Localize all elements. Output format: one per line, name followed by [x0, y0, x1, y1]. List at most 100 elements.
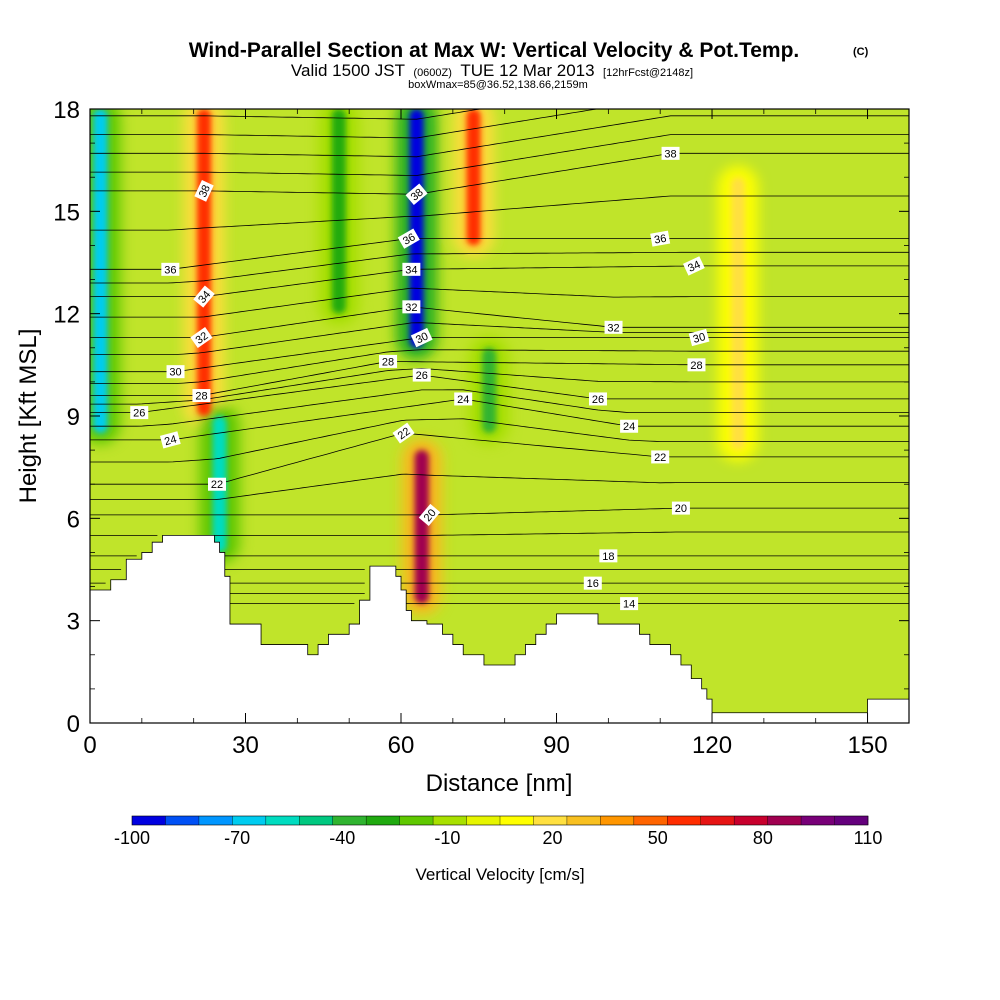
colorbar-swatch [566, 816, 601, 825]
isentrope-42 [90, 109, 483, 120]
isentrope-23 [90, 418, 909, 463]
isentrope-34 [90, 265, 909, 297]
colorbar-swatch [232, 816, 267, 825]
isentrope-35 [90, 251, 909, 284]
terrain [90, 534, 909, 723]
isentrope-36 [90, 238, 909, 270]
plot-area: 3836343230282624223836343230282624222038… [90, 109, 909, 723]
x-tick-label: 150 [848, 732, 888, 759]
contour-label: 34 [682, 256, 705, 276]
contour-label-text: 26 [133, 408, 145, 420]
valid-utc: (0600Z) [413, 67, 452, 79]
contour-label-text: 34 [405, 264, 417, 276]
contour-label-text: 28 [690, 360, 702, 372]
valid-time: Valid 1500 JST [291, 61, 405, 80]
isentrope-40 [90, 115, 909, 158]
isentrope-28 [90, 361, 909, 396]
contour-label: 30 [166, 365, 185, 379]
colorbar-swatch [466, 816, 501, 825]
isentrope-27 [90, 367, 909, 405]
isentrope-39 [90, 134, 909, 176]
colorbar-tick-label: -10 [434, 828, 460, 848]
velocity-feature-0-band-0 [93, 109, 108, 434]
contour-label-text: 22 [654, 452, 666, 464]
x-tick-label: 90 [543, 732, 570, 759]
contour-label-text: 22 [211, 479, 223, 491]
chart-title: Wind-Parallel Section at Max W: Vertical… [189, 39, 800, 62]
velocity-feature-3-band-0 [331, 109, 346, 314]
colorbar-swatch [165, 816, 200, 825]
contour-label: 28 [687, 358, 706, 372]
copyright-mark: (C) [853, 46, 869, 58]
isentrope-20 [90, 507, 909, 516]
contour-label: 30 [688, 328, 710, 347]
colorbar-swatch [265, 816, 300, 825]
colorbar-swatch [767, 816, 802, 825]
contour-label: 38 [661, 146, 680, 160]
isentrope-33 [90, 287, 909, 318]
valid-date: TUE 12 Mar 2013 [460, 61, 594, 80]
contour-label-text: 36 [653, 233, 667, 247]
contour-label: 22 [392, 422, 415, 444]
contour-label: 14 [620, 597, 639, 611]
velocity-feature-5-band-0 [414, 450, 429, 604]
contour-label: 38 [194, 179, 214, 202]
isentrope-21 [90, 473, 909, 500]
contour-label-text: 28 [195, 391, 207, 403]
colorbar-swatch [667, 816, 702, 825]
contour-label-text: 20 [675, 503, 687, 515]
contour-label-text: 22 [396, 425, 413, 442]
isentrope-19 [90, 531, 909, 536]
isentrope-41 [90, 109, 600, 139]
box-max-info: boxWmax=85@36.52,138.66,2159m [408, 79, 588, 91]
contour-label: 24 [620, 419, 639, 433]
contour-label: 36 [397, 228, 420, 249]
contour-label-text: 16 [587, 578, 599, 590]
isentrope-29 [90, 349, 909, 384]
velocity-feature-1-band-0 [197, 109, 212, 416]
velocity-feature-8-band-0 [730, 177, 745, 451]
contour-label: 26 [130, 406, 149, 420]
contour-label-text: 24 [163, 433, 178, 448]
velocity-feature-7-band-0 [482, 347, 497, 434]
y-tick-label: 12 [53, 302, 80, 329]
colorbar: -100 -70 -40 -10 20 50 80 110 [114, 815, 882, 848]
colorbar-swatch [700, 816, 735, 825]
contour-label: 18 [599, 549, 618, 563]
isentrope-25 [90, 389, 909, 427]
contour-labels: 3836343230282624223836343230282624222038… [130, 146, 710, 611]
colorbar-swatch [500, 816, 534, 825]
isentrope-22 [90, 432, 909, 485]
x-tick-label: 30 [232, 732, 259, 759]
contour-label-text: 32 [607, 322, 619, 334]
colorbar-tick-label: 80 [753, 828, 773, 848]
contour-label-text: 38 [197, 183, 213, 199]
contour-label-text: 32 [194, 330, 211, 347]
contour-label: 32 [190, 327, 213, 349]
contour-label-text: 34 [686, 259, 702, 275]
colorbar-swatch [801, 816, 835, 825]
contour-label: 36 [650, 230, 671, 247]
contour-label: 34 [402, 262, 421, 276]
isentrope-24 [90, 398, 909, 441]
colorbar-swatch [198, 816, 233, 825]
colorbar-swatch [533, 816, 568, 825]
isentrope-37 [90, 195, 909, 231]
contour-label-text: 36 [164, 264, 176, 276]
y-tick-label: 15 [53, 199, 80, 226]
y-axis-title: Height [Kft MSL] [15, 329, 42, 504]
contour-label: 20 [671, 501, 690, 515]
colorbar-swatch [633, 816, 668, 825]
chart-subtitle: Valid 1500 JST (0600Z) TUE 12 Mar 2013 [… [291, 61, 693, 80]
colorbar-tick-label: -40 [329, 828, 355, 848]
x-tick-label: 120 [692, 732, 732, 759]
isentrope-31 [90, 322, 909, 355]
y-tick-label: 18 [53, 97, 80, 124]
colorbar-swatch [734, 816, 768, 825]
contour-label-text: 38 [664, 148, 676, 160]
colorbar-swatch [132, 816, 166, 825]
forecast-info: [12hrFcst@2148z] [603, 67, 693, 79]
isentrope-26 [90, 374, 909, 413]
contour-label-text: 24 [623, 421, 635, 433]
contour-label-text: 14 [623, 599, 635, 611]
